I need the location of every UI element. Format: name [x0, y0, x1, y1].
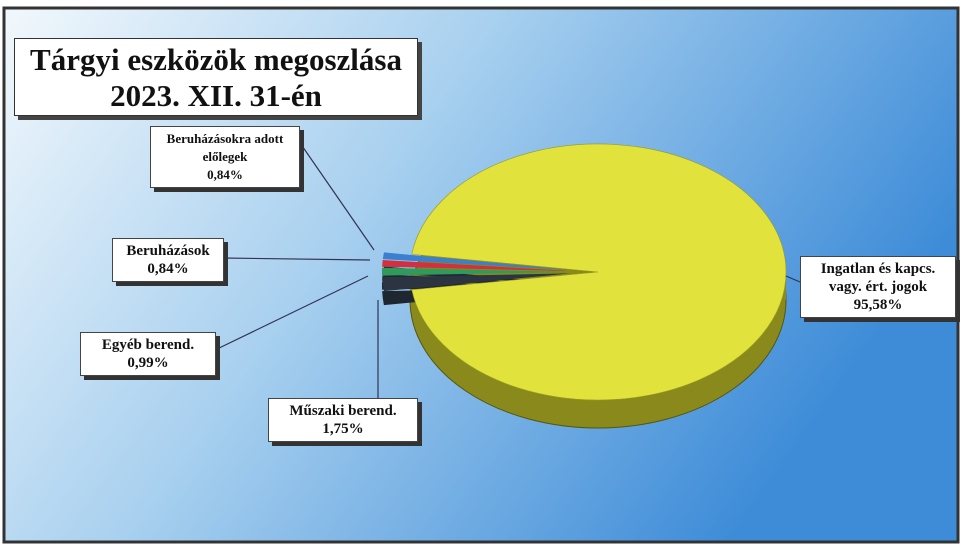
- leader-line: [785, 275, 801, 283]
- slice-label: Műszaki berend. 1,75%: [268, 398, 418, 442]
- slice: [382, 252, 571, 271]
- category-label: Beruházásokra adott előlegek: [166, 131, 284, 164]
- value-label: 0,84%: [147, 261, 189, 277]
- chart-subtitle: 2023. XII. 31-én: [110, 78, 322, 113]
- category-label: Egyéb berend.: [101, 337, 195, 353]
- slice: [382, 273, 571, 292]
- leader-line: [297, 139, 375, 251]
- value-label: 95,58%: [853, 297, 903, 313]
- category-label: Műszaki berend.: [289, 403, 397, 419]
- value-label: 0,84%: [207, 167, 243, 182]
- value-label: 1,75%: [322, 421, 364, 437]
- category-label: Beruházások: [126, 243, 210, 259]
- leader-line: [222, 257, 371, 261]
- slice: [382, 267, 571, 276]
- slice-label: Ingatlan és kapcs. vagy. ért. jogok 95,58…: [800, 256, 956, 318]
- category-label: Ingatlan és kapcs. vagy. ért. jogok: [820, 261, 936, 295]
- slice: [382, 259, 571, 271]
- slice-label: Beruházások 0,84%: [112, 238, 224, 282]
- slice-label: Beruházásokra adott előlegek 0,84%: [150, 126, 300, 188]
- pie: [382, 143, 787, 429]
- leader-line: [214, 275, 369, 351]
- chart-title: Tárgyi eszközök megoszlása: [30, 42, 402, 77]
- slice-label: Egyéb berend. 0,99%: [80, 332, 216, 376]
- value-label: 0,99%: [127, 355, 169, 371]
- title-box: Tárgyi eszközök megoszlása 2023. XII. 31…: [14, 38, 418, 116]
- slice: [411, 143, 787, 401]
- leader-lines: [214, 139, 801, 400]
